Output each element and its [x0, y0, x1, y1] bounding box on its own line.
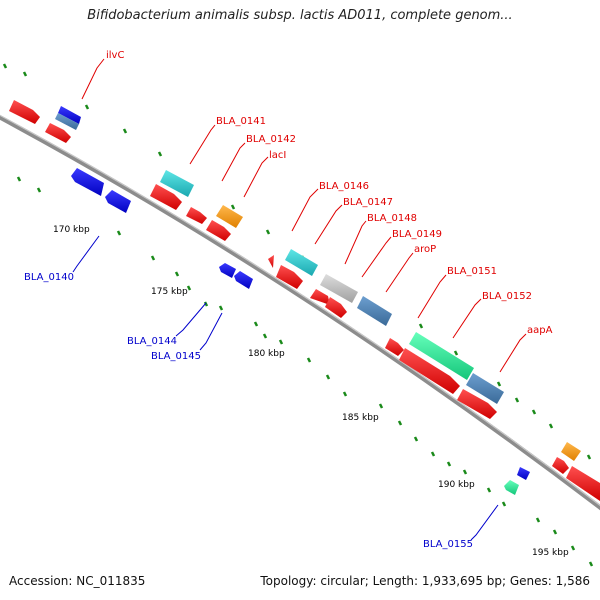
genome-backbone	[0, 114, 600, 511]
gene-arrow[interactable]	[566, 466, 600, 501]
gene-label-bla0146[interactable]: BLA_0146	[319, 181, 369, 192]
label-connectors	[72, 58, 527, 541]
gene-arrow[interactable]	[399, 348, 460, 394]
gene-label-bla0149[interactable]: BLA_0149	[392, 229, 442, 240]
gene-labels: ilvC BLA_0141 BLA_0142 lacI BLA_0146 BLA…	[24, 50, 553, 550]
gene-arrow[interactable]	[320, 274, 358, 303]
gene-label-bla0140[interactable]: BLA_0140	[24, 272, 74, 283]
accession-text: Accession: NC_011835	[9, 574, 146, 588]
gene-arrow[interactable]	[45, 123, 71, 143]
gene-arrow[interactable]	[357, 296, 392, 326]
gene-arrow[interactable]	[9, 100, 40, 124]
topology-text: Topology: circular; Length: 1,933,695 bp…	[260, 574, 590, 588]
map-title: Bifidobacterium animalis subsp. lactis A…	[87, 8, 513, 23]
gene-label-arop[interactable]: aroP	[414, 244, 436, 255]
gene-arrow[interactable]	[160, 170, 194, 197]
gene-label-aapa[interactable]: aapA	[527, 325, 553, 336]
inner-dot-track	[16, 176, 594, 567]
gene-arrow[interactable]	[186, 207, 207, 224]
gene-arrow[interactable]	[466, 373, 504, 404]
gene-label-bla0151[interactable]: BLA_0151	[447, 266, 497, 277]
forward-strand-features	[9, 100, 600, 501]
gene-arrow[interactable]	[105, 190, 131, 213]
gene-arrow[interactable]	[310, 289, 330, 305]
gene-label-bla0141[interactable]: BLA_0141	[216, 116, 266, 127]
gene-label-bla0155[interactable]: BLA_0155	[423, 539, 473, 550]
gene-arrow[interactable]	[206, 220, 231, 241]
gene-arrow[interactable]	[409, 332, 474, 380]
gene-arrow[interactable]	[325, 297, 347, 318]
gene-label-laci[interactable]: lacI	[269, 150, 286, 161]
tick-label: 195 kbp	[532, 548, 569, 558]
gene-label-bla0147[interactable]: BLA_0147	[343, 197, 393, 208]
gene-arrow[interactable]	[552, 457, 569, 474]
gene-label-bla0142[interactable]: BLA_0142	[246, 134, 296, 145]
gene-arrow[interactable]	[58, 106, 81, 124]
gene-arrow[interactable]	[71, 168, 104, 196]
gene-arrow[interactable]	[55, 113, 79, 130]
gene-arrow[interactable]	[517, 467, 530, 480]
tick-label: 170 kbp	[53, 225, 90, 235]
gene-label-bla0145[interactable]: BLA_0145	[151, 351, 201, 362]
reverse-strand-features	[71, 168, 530, 495]
gene-label-bla0144[interactable]: BLA_0144	[127, 336, 177, 347]
tick-label: 175 kbp	[151, 287, 188, 297]
gene-arrow[interactable]	[150, 184, 182, 210]
gene-arrow[interactable]	[268, 255, 274, 268]
gene-arrow[interactable]	[219, 263, 236, 278]
gene-arrow[interactable]	[216, 205, 243, 228]
tick-label: 180 kbp	[248, 349, 285, 359]
gene-label-ilvc[interactable]: ilvC	[106, 50, 124, 61]
tick-label: 190 kbp	[438, 480, 475, 490]
gene-arrow[interactable]	[276, 265, 303, 289]
gene-label-bla0152[interactable]: BLA_0152	[482, 291, 532, 302]
gene-arrow[interactable]	[504, 480, 519, 495]
gene-arrow[interactable]	[285, 249, 318, 276]
coordinate-labels: 170 kbp 175 kbp 180 kbp 185 kbp 190 kbp …	[53, 225, 569, 558]
gene-arrow[interactable]	[457, 389, 497, 419]
tick-label: 185 kbp	[342, 413, 379, 423]
gene-arrow[interactable]	[385, 338, 404, 356]
gene-arrow[interactable]	[561, 442, 581, 461]
gene-label-bla0148[interactable]: BLA_0148	[367, 213, 417, 224]
gene-arrow[interactable]	[234, 271, 253, 289]
